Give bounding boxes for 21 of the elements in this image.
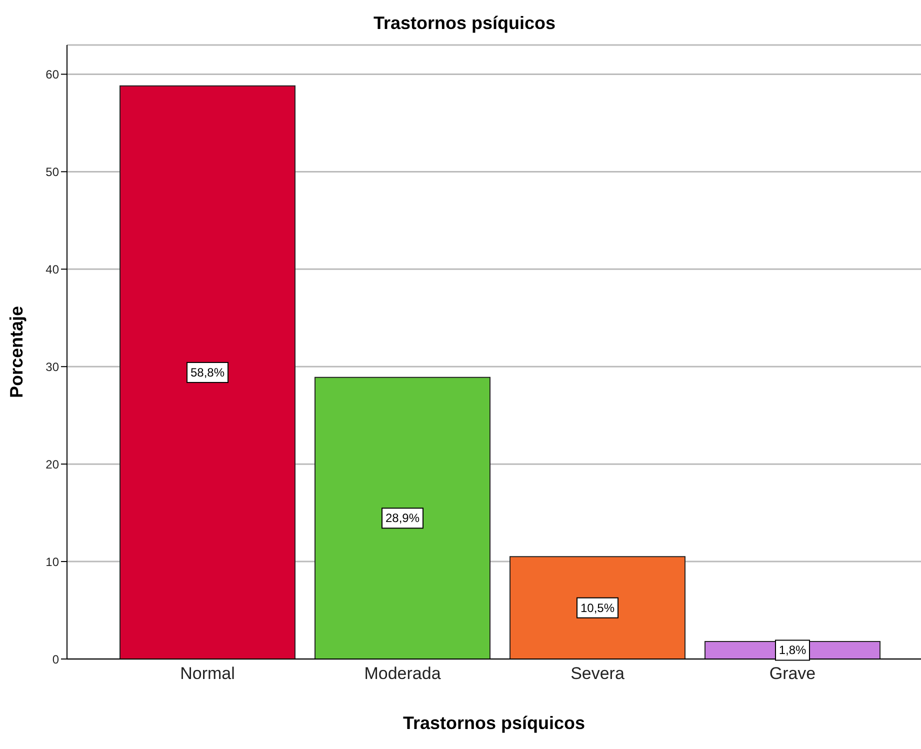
bar bbox=[120, 85, 296, 659]
y-tick-label: 40 bbox=[46, 262, 60, 276]
data-label: 58,8% bbox=[190, 365, 225, 380]
x-tick-label: Grave bbox=[769, 664, 816, 684]
x-tick-label: Normal bbox=[180, 664, 235, 684]
x-axis-title: Trastornos psíquicos bbox=[402, 713, 586, 733]
y-tick-label: 30 bbox=[46, 360, 60, 374]
x-tick-label: Moderada bbox=[364, 664, 442, 684]
bar bbox=[314, 376, 490, 659]
y-tick-label: 10 bbox=[46, 554, 60, 569]
data-label: 28,9% bbox=[385, 511, 420, 526]
y-tick-label: 0 bbox=[52, 652, 60, 666]
x-tick-label: Severa bbox=[570, 664, 625, 684]
y-tick-label: 50 bbox=[46, 164, 60, 179]
y-tick-label: 60 bbox=[46, 68, 60, 82]
data-label: 10,5% bbox=[580, 600, 615, 615]
y-axis-title: Porcentaje bbox=[6, 306, 26, 398]
y-tick-label: 20 bbox=[46, 457, 60, 472]
data-label: 1,8% bbox=[778, 643, 806, 658]
bar bbox=[510, 556, 686, 659]
chart-title: Trastornos psíquicos bbox=[372, 12, 557, 35]
